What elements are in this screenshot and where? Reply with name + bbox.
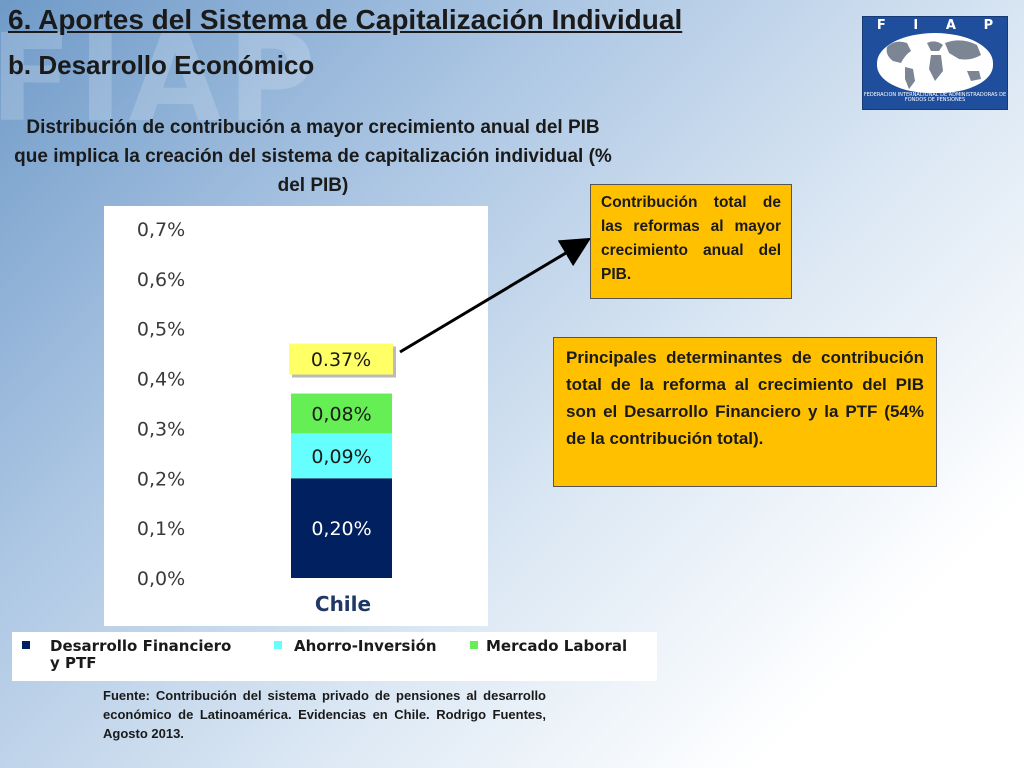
slide-subtitle: b. Desarrollo Económico — [8, 50, 315, 80]
y-tick-label: 0,7% — [137, 219, 185, 241]
fiap-watermark: FIAP — [0, 10, 322, 149]
bar-segment-0 — [291, 478, 392, 578]
slide-title: 6. Aportes del Sistema de Capitalización… — [8, 4, 683, 35]
data-label-2: 0,08% — [311, 403, 371, 425]
chart-title: Distribución de contribución a mayor cre… — [14, 117, 612, 196]
y-tick-label: 0,2% — [137, 468, 185, 490]
x-tick-label-chile: Chile — [315, 592, 371, 616]
y-tick-label: 0,1% — [137, 518, 185, 540]
y-tick-label: 0,4% — [137, 369, 185, 391]
total-badge — [289, 343, 393, 375]
fiap-logo: F I A P FEDERACION INTERNACIONAL DE ADMI… — [862, 16, 1008, 110]
y-tick-label: 0,3% — [137, 418, 185, 440]
legend-label-ahorro-inversion: Ahorro-Inversión — [294, 637, 437, 655]
logo-letter: I — [913, 17, 919, 33]
legend-swatch-ahorro-inversion — [274, 641, 282, 649]
legend-label-desarrollo-financiero: Desarrollo Financiero y PTF — [50, 637, 237, 672]
logo-caption: FEDERACION INTERNACIONAL DE ADMINISTRADO… — [863, 92, 1007, 103]
bar-segment-2 — [291, 393, 392, 434]
legend: Desarrollo Financiero y PTF Ahorro-Inver… — [22, 637, 627, 672]
y-tick-label: 0,0% — [137, 568, 185, 590]
total-label: 0.37% — [311, 349, 371, 371]
logo-letters: F I A P — [863, 17, 1007, 33]
legend-background — [12, 632, 657, 681]
logo-letter: A — [945, 17, 956, 33]
source-note: Fuente: Contribución del sistema privado… — [103, 688, 546, 741]
legend-swatch-mercado-laboral — [470, 641, 478, 649]
legend-label-mercado-laboral: Mercado Laboral — [486, 637, 627, 655]
legend-swatch-desarrollo-financiero — [22, 641, 30, 649]
bar-segment-1 — [291, 433, 392, 479]
world-map-icon — [877, 33, 993, 93]
callout-main-determinants: Principales determinantes de contribució… — [553, 337, 937, 487]
data-label-1: 0,09% — [311, 446, 371, 468]
y-tick-label: 0,6% — [137, 269, 185, 291]
y-tick-label: 0,5% — [137, 319, 185, 341]
data-label-0: 0,20% — [311, 518, 371, 540]
logo-letter: P — [983, 17, 994, 33]
callout-total-contribution: Contribución total de las reformas al ma… — [590, 184, 792, 299]
logo-letter: F — [876, 17, 886, 33]
callout-arrow — [399, 237, 592, 354]
